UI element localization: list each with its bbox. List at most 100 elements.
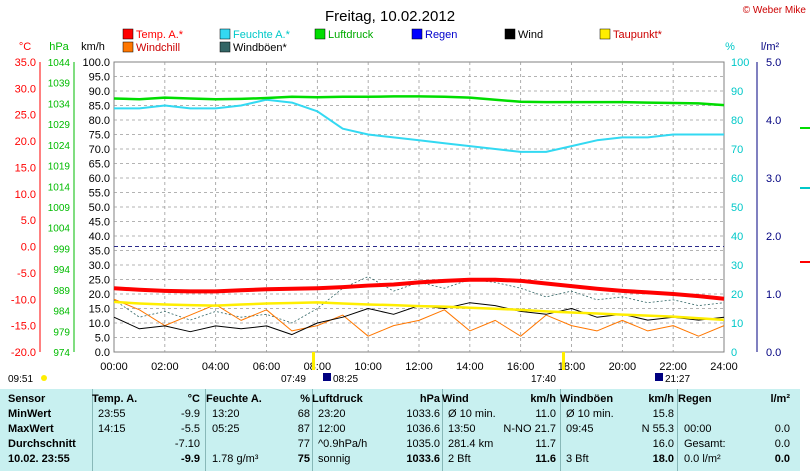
x-axis: 00:00 02:00 04:00 06:00 08:00 10:00 12:00 14:00… — [100, 361, 738, 373]
stats-separator — [677, 389, 678, 471]
stats-header-unit: °C — [187, 393, 200, 405]
pressure-tick: 974 — [53, 348, 70, 359]
sunset-marker — [562, 352, 565, 370]
stats-cell: 09:45 — [566, 423, 594, 435]
stats-header-unit: hPa — [419, 393, 440, 405]
wind-tick: 60.0 — [89, 173, 110, 185]
series-luftdruck — [113, 95, 725, 107]
x-tick: 00:00 — [100, 361, 128, 373]
stats-value: N-NO 21.7 — [503, 423, 556, 435]
x-tick: 20:00 — [609, 361, 637, 373]
stats-row: 10.02. 23:55 -9.9 1.78 g/m³ 75 sonnig 1033.6 2… — [0, 453, 800, 467]
x-tick: 02:00 — [151, 361, 179, 373]
wind-tick: 80.0 — [89, 115, 110, 127]
moonset-label: 21:27 — [665, 374, 690, 385]
stats-cell: 00:00 — [684, 423, 712, 435]
legend-label: Luftdruck — [328, 29, 374, 41]
temp-tick: 15.0 — [15, 162, 36, 174]
wind-tick: 70.0 — [89, 144, 110, 156]
rain-tick: 1.0 — [766, 289, 781, 301]
stats-row: Durchschnitt -7.10 77 ^0.9hPa/h 1035.0 281.4 … — [0, 438, 800, 452]
wind-tick: 85.0 — [89, 101, 110, 113]
pressure-tick: 994 — [53, 265, 70, 276]
pressure-tick: 1039 — [48, 79, 71, 90]
temp-unit: °C — [19, 41, 31, 53]
series-taupunkt — [113, 300, 725, 322]
stats-cell: 14:15 — [98, 423, 126, 435]
humidity-tick: 70 — [731, 144, 743, 156]
pressure-tick: 999 — [53, 244, 70, 255]
wind-tick: 30.0 — [89, 260, 110, 272]
stats-header-unit: km/h — [530, 393, 556, 405]
x-tick: 18:00 — [558, 361, 586, 373]
stats-value: 16.0 — [652, 438, 674, 450]
pressure-unit: hPa — [49, 41, 69, 53]
sun-icon — [41, 375, 47, 381]
legend-swatch — [411, 28, 423, 40]
stats-cell: Gesamt: — [684, 438, 726, 450]
legend-swatch — [599, 28, 611, 40]
stats-value: 11.6 — [535, 453, 556, 465]
stats-cell: 2 Bft — [448, 453, 471, 465]
rain-tick: 2.0 — [766, 231, 781, 243]
wind-tick: 95.0 — [89, 72, 110, 84]
temp-tick: -5.0 — [17, 268, 36, 280]
pressure-tick: 1019 — [48, 162, 71, 173]
stats-cell: 13:50 — [448, 423, 476, 435]
pressure-tick: 1014 — [48, 182, 71, 193]
pressure-tick: 1034 — [48, 99, 71, 110]
sunset-label: 17:40 — [531, 374, 556, 385]
stats-value: 75 — [297, 453, 310, 465]
stats-header: Luftdruck — [312, 393, 363, 405]
stats-cell: ^0.9hPa/h — [318, 438, 368, 450]
chart-title: Freitag, 10.02.2012 — [325, 8, 455, 25]
rain-tick: 5.0 — [766, 57, 781, 69]
legend-label: Windchill — [136, 42, 180, 54]
x-tick: 04:00 — [202, 361, 230, 373]
moonrise-label: 08:25 — [333, 374, 358, 385]
stats-value: 1035.0 — [406, 438, 440, 450]
sunrise-marker — [312, 352, 315, 370]
wind-unit: km/h — [81, 41, 105, 53]
humidity-tick: 100 — [731, 57, 749, 69]
series-temp — [113, 277, 725, 301]
pressure-tick: 989 — [53, 286, 70, 297]
humidity-tick: 30 — [731, 260, 743, 272]
stats-header-unit: % — [300, 393, 310, 405]
stats-header: Temp. A. — [92, 393, 138, 405]
stats-value: 18.0 — [652, 453, 674, 465]
stats-value: -9.9 — [181, 408, 200, 420]
stats-separator — [442, 389, 443, 471]
stats-value: 1033.6 — [406, 408, 440, 420]
x-tick: 14:00 — [456, 361, 484, 373]
x-tick: 10:00 — [354, 361, 382, 373]
wind-tick: 45.0 — [89, 217, 110, 229]
pressure-tick: 984 — [53, 307, 70, 318]
moonrise-icon — [323, 373, 331, 381]
copyright: © Weber Mike — [743, 5, 807, 16]
stats-value: -9.9 — [181, 453, 200, 465]
stats-value: 1033.6 — [406, 453, 440, 465]
stats-cell: Ø 10 min. — [566, 408, 614, 420]
stats-cell: 1.78 g/m³ — [212, 453, 259, 465]
legend-label: Taupunkt* — [613, 29, 663, 41]
stats-separator — [312, 389, 313, 471]
legend-swatch — [219, 41, 231, 53]
legend-swatch — [314, 28, 326, 40]
wind-tick: 50.0 — [89, 202, 110, 214]
stats-header: Sensor — [8, 393, 46, 405]
sunrise-label: 07:49 — [281, 374, 306, 385]
stats-value: 0.0 — [774, 453, 790, 465]
temp-tick: 0.0 — [21, 242, 36, 254]
x-tick: 22:00 — [659, 361, 687, 373]
stats-value: 0.0 — [774, 438, 790, 450]
temp-tick: 30.0 — [15, 83, 36, 95]
rain-tick: 3.0 — [766, 173, 781, 185]
wind-tick: 5.0 — [95, 333, 110, 345]
legend-label: Temp. A.* — [136, 29, 184, 41]
stats-value: N 55.3 — [641, 423, 674, 435]
stats-value: 15.8 — [652, 408, 674, 420]
pressure-tick: 1044 — [48, 58, 71, 69]
stats-header-unit: l/m² — [770, 393, 790, 405]
stats-row: MaxWert 14:15 -5.5 05:25 87 12:00 1036.6 13:50 N… — [0, 423, 800, 437]
